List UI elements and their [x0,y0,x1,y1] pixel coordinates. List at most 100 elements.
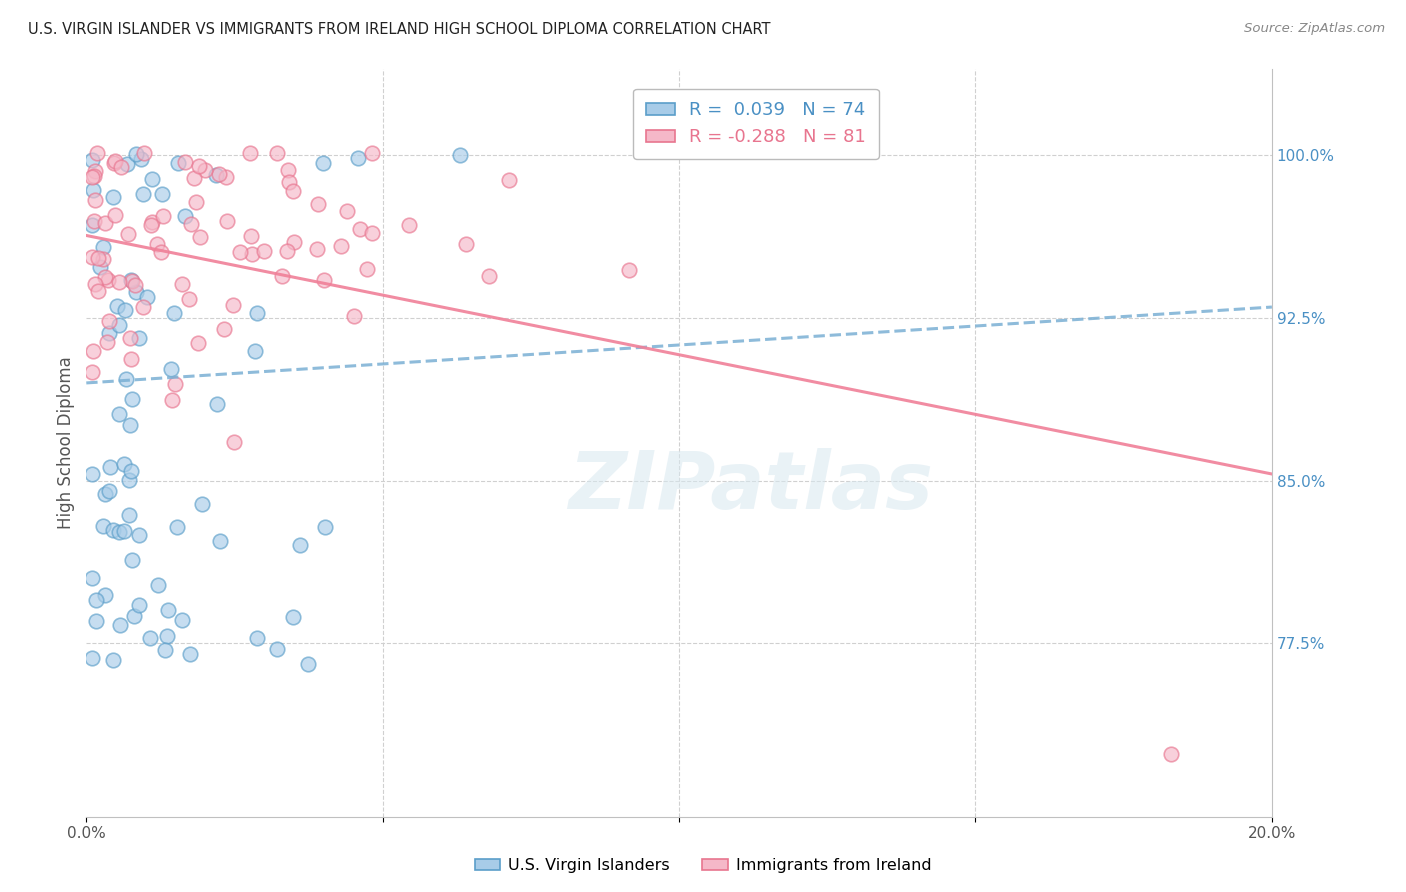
Point [215,214,238,228]
Point [172,277,194,291]
Point [128,331,150,345]
Point [179,647,201,661]
Point [94,588,117,602]
Point [146,237,169,252]
Point [121,392,143,406]
Point [124,609,146,624]
Point [207,397,229,411]
Point [163,306,186,320]
Point [288,538,311,552]
Point [240,247,263,261]
Point [84,164,107,178]
Point [121,552,143,566]
Point [617,262,640,277]
Point [114,303,136,318]
Point [166,156,188,170]
Point [156,629,179,643]
Point [82,170,104,185]
Point [108,524,131,539]
Point [84,593,107,607]
Point [456,237,478,252]
Point [97,273,120,287]
Point [84,194,107,208]
Point [82,183,104,197]
Point [312,273,335,287]
Point [188,159,211,173]
Point [356,261,378,276]
Point [152,209,174,223]
Point [82,651,104,665]
Point [343,309,366,323]
Point [297,657,319,672]
Point [188,230,211,244]
Point [398,218,420,232]
Point [82,365,104,379]
Point [349,221,371,235]
Point [124,285,146,300]
Point [118,508,141,523]
Point [128,598,150,612]
Point [150,244,173,259]
Point [162,392,184,407]
Point [94,270,117,285]
Point [101,189,124,203]
Point [82,153,104,168]
Point [108,318,131,333]
Point [132,301,155,315]
Point [222,434,245,449]
Point [277,162,299,177]
Point [330,239,353,253]
Point [104,154,127,169]
Point [139,631,162,645]
Point [174,154,197,169]
Point [129,152,152,166]
Point [214,169,236,184]
Point [229,244,252,259]
Point [239,146,262,161]
Point [117,157,139,171]
Point [115,372,138,386]
Point [281,609,304,624]
Point [86,615,108,629]
Point [307,197,329,211]
Point [156,603,179,617]
Point [96,335,118,350]
Point [93,518,115,533]
Point [120,464,142,478]
Point [128,528,150,542]
Point [222,298,245,312]
Point [246,306,269,320]
Point [166,520,188,534]
Point [212,322,235,336]
Point [86,146,108,161]
Point [266,146,288,161]
Point [132,187,155,202]
Point [194,162,217,177]
Point [120,273,142,287]
Point [98,484,121,499]
Point [110,617,132,632]
Text: U.S. VIRGIN ISLANDER VS IMMIGRANTS FROM IRELAND HIGH SCHOOL DIPLOMA CORRELATION : U.S. VIRGIN ISLANDER VS IMMIGRANTS FROM … [28,22,770,37]
Point [83,213,105,227]
Point [141,215,163,229]
Point [104,208,127,222]
Point [139,218,162,232]
Point [83,169,105,183]
Point [449,147,471,161]
Point [283,185,305,199]
Point [94,487,117,501]
Point [191,498,214,512]
Point [86,285,108,299]
Point [101,653,124,667]
Point [187,335,209,350]
Point [305,242,328,256]
Point [82,343,104,358]
Point [276,244,298,259]
Point [86,251,108,265]
Y-axis label: High School Diploma: High School Diploma [58,356,75,529]
Point [180,217,202,231]
Text: ZIPatlas: ZIPatlas [568,449,932,526]
Point [125,146,148,161]
Point [84,277,107,291]
Point [174,209,197,223]
